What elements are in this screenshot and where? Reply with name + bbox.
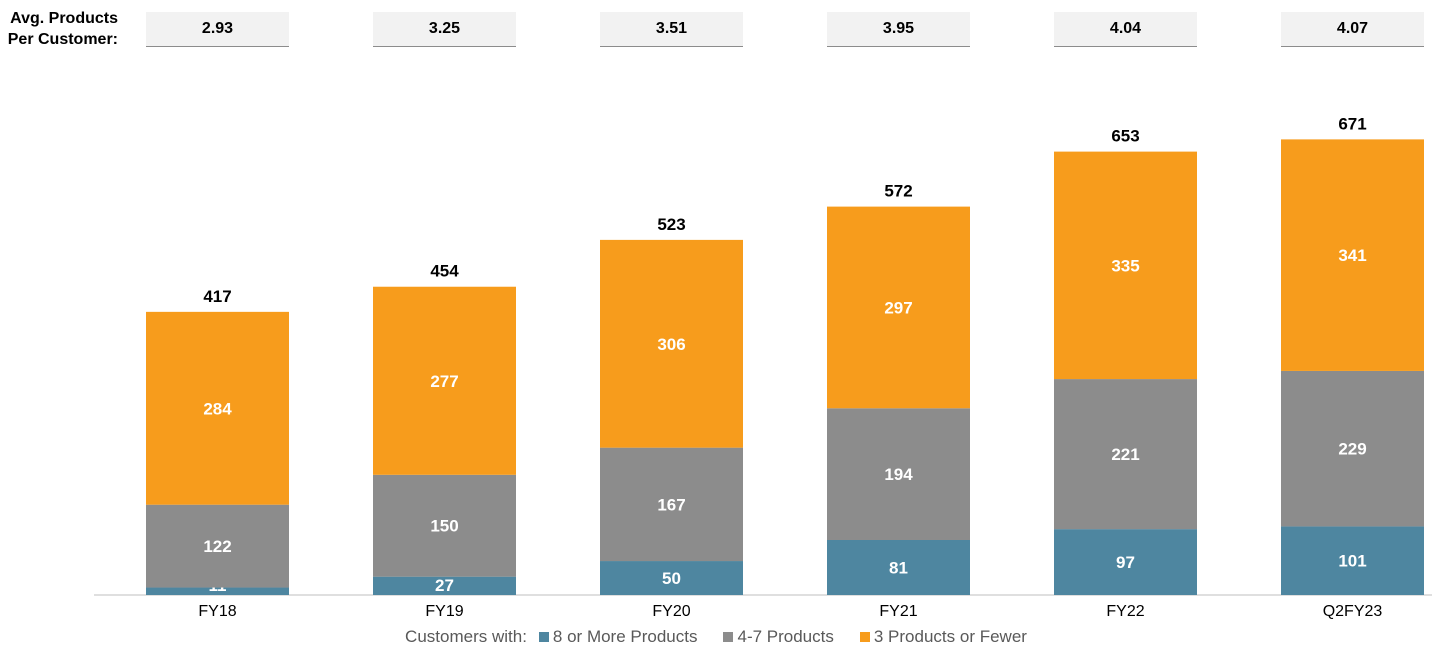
legend-swatch-4-7: [723, 632, 734, 642]
x-tick-label-q2fy23: Q2FY23: [1323, 603, 1383, 620]
data-label-4-7-fy22: 221: [1111, 445, 1139, 464]
x-tick-label-fy19: FY19: [425, 603, 463, 620]
data-label-8-plus-fy21: 81: [889, 559, 908, 578]
data-label-8-plus-q2fy23: 101: [1338, 552, 1366, 571]
avg-box-fy18: 2.93: [146, 12, 289, 47]
bar-segment-3-fewer-q2fy23: [1281, 139, 1424, 371]
data-label-3-fewer-fy21: 297: [884, 298, 912, 317]
bar-segment-8-plus-fy21: [827, 540, 970, 595]
data-label-8-plus-fy22: 97: [1116, 553, 1135, 572]
bar-segment-4-7-fy19: [373, 474, 516, 577]
data-label-4-7-fy20: 167: [657, 495, 685, 514]
x-tick-label-fy20: FY20: [652, 603, 690, 620]
bar-segment-3-fewer-fy22: [1054, 151, 1197, 380]
legend: Customers with: 8 or More Products 4-7 P…: [0, 627, 1432, 647]
stacked-bar-chart: 11122284417FY1827150277454FY195016730652…: [94, 114, 1432, 620]
data-label-3-fewer-fy18: 284: [203, 399, 232, 418]
x-tick-label-fy21: FY21: [879, 603, 917, 620]
total-label-fy21: 572: [884, 182, 912, 201]
avg-products-label-line1: Avg. Products: [10, 10, 118, 27]
legend-label-4-7: 4-7 Products: [737, 627, 834, 646]
bar-segment-3-fewer-fy19: [373, 286, 516, 475]
data-label-8-plus-fy20: 50: [662, 569, 681, 588]
bar-segment-4-7-fy22: [1054, 379, 1197, 530]
data-label-4-7-q2fy23: 229: [1338, 440, 1366, 459]
bar-segment-3-fewer-fy21: [827, 206, 970, 409]
total-label-q2fy23: 671: [1338, 114, 1366, 133]
legend-item-8-plus: 8 or More Products: [538, 627, 698, 647]
avg-products-label-line2: Per Customer:: [7, 31, 118, 48]
x-tick-label-fy22: FY22: [1106, 603, 1144, 620]
bar-segment-8-plus-fy19: [373, 576, 516, 595]
total-label-fy18: 417: [203, 287, 231, 306]
bar-segment-8-plus-fy18: [146, 587, 289, 595]
data-label-3-fewer-fy20: 306: [657, 335, 685, 354]
bar-segment-8-plus-fy20: [600, 561, 743, 595]
bar-segment-4-7-fy18: [146, 504, 289, 588]
bar-segment-3-fewer-fy18: [146, 311, 289, 505]
avg-products-label: Avg. Products Per Customer:: [0, 8, 118, 50]
legend-item-3-fewer: 3 Products or Fewer: [859, 627, 1027, 647]
x-tick-label-fy18: FY18: [198, 603, 236, 620]
legend-swatch-8-plus: [538, 632, 549, 642]
avg-box-fy22: 4.04: [1054, 12, 1197, 47]
legend-label-3-fewer: 3 Products or Fewer: [873, 627, 1027, 646]
total-label-fy20: 523: [657, 215, 685, 234]
data-label-4-7-fy21: 194: [884, 465, 913, 484]
bar-segment-4-7-q2fy23: [1281, 370, 1424, 527]
bar-segment-4-7-fy20: [600, 447, 743, 562]
data-label-4-7-fy18: 122: [203, 537, 231, 556]
total-label-fy19: 454: [430, 262, 459, 281]
avg-box-fy19: 3.25: [373, 12, 516, 47]
bar-segment-4-7-fy21: [827, 408, 970, 541]
avg-box-fy21: 3.95: [827, 12, 970, 47]
total-label-fy22: 653: [1111, 127, 1139, 146]
data-label-3-fewer-q2fy23: 341: [1338, 246, 1366, 265]
bar-segment-8-plus-fy22: [1054, 529, 1197, 595]
data-label-4-7-fy19: 150: [430, 517, 458, 536]
data-label-3-fewer-fy22: 335: [1111, 256, 1139, 275]
data-label-3-fewer-fy19: 277: [430, 372, 458, 391]
legend-swatch-3-fewer: [859, 632, 870, 642]
avg-box-fy20: 3.51: [600, 12, 743, 47]
bar-segment-8-plus-q2fy23: [1281, 526, 1424, 595]
data-label-8-plus-fy19: 27: [435, 576, 454, 595]
avg-box-q2fy23: 4.07: [1281, 12, 1424, 47]
legend-item-4-7: 4-7 Products: [723, 627, 834, 647]
legend-label-8-plus: 8 or More Products: [552, 627, 698, 646]
bar-segment-3-fewer-fy20: [600, 239, 743, 448]
legend-lead: Customers with:: [405, 627, 527, 646]
